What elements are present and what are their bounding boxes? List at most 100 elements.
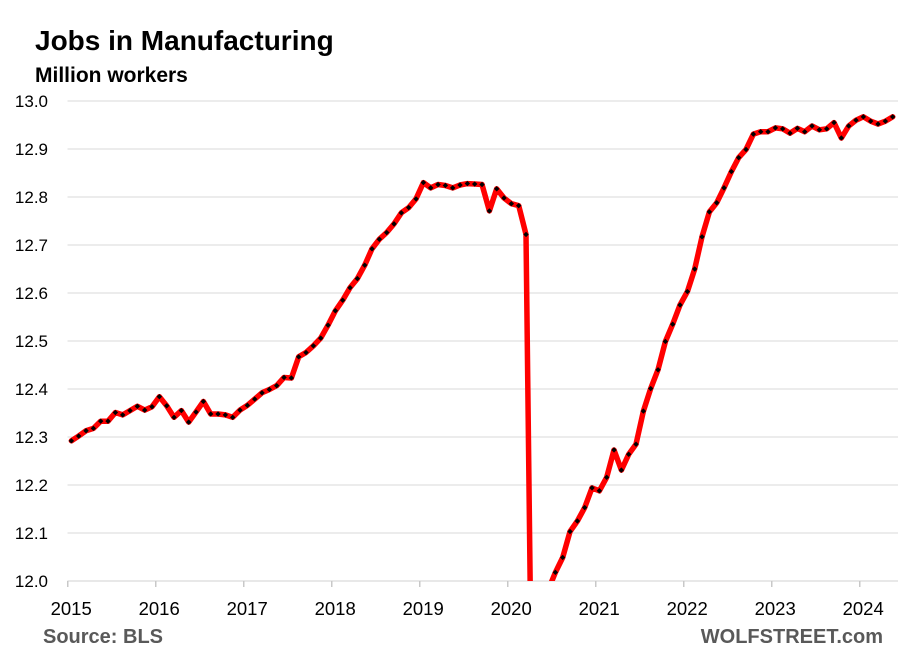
data-point-marker	[780, 126, 786, 132]
x-axis	[67, 581, 861, 587]
chart-subtitle: Million workers	[35, 64, 188, 87]
data-point-marker	[750, 131, 757, 137]
data-point-marker	[266, 386, 273, 393]
data-point-marker	[648, 385, 654, 392]
y-tick-label: 12.2	[15, 476, 48, 495]
data-point-marker	[391, 221, 397, 227]
x-tick-label: 2016	[139, 598, 180, 619]
data-point-marker	[662, 338, 669, 345]
data-point-marker	[516, 202, 522, 209]
data-point-marker	[501, 195, 507, 201]
data-point-marker	[68, 438, 75, 444]
data-point-marker	[435, 181, 441, 188]
data-point-marker	[582, 504, 588, 511]
data-point-marker	[296, 354, 302, 360]
y-tick-label: 12.4	[15, 380, 48, 399]
data-point-marker	[523, 231, 529, 238]
data-point-marker	[728, 168, 735, 175]
data-point-marker	[831, 119, 837, 126]
data-point-marker	[222, 412, 229, 418]
x-tick-label: 2017	[227, 598, 268, 619]
data-point-marker	[450, 185, 456, 191]
data-point-marker	[149, 404, 155, 410]
data-point-marker	[560, 554, 566, 561]
data-point-marker	[875, 121, 881, 127]
data-point-markers	[68, 114, 896, 593]
watermark-label: WOLFSTREET.com	[701, 626, 883, 648]
data-point-marker	[846, 123, 852, 129]
y-tick-label: 12.5	[15, 332, 48, 351]
data-point-marker	[758, 129, 764, 135]
x-tick-label: 2023	[755, 598, 796, 619]
data-point-marker	[164, 403, 170, 409]
data-point-marker	[743, 146, 749, 153]
chart-title: Jobs in Manufacturing	[35, 25, 334, 56]
data-point-marker	[626, 451, 632, 457]
x-tick-label: 2015	[51, 598, 92, 619]
data-point-marker	[692, 266, 698, 272]
data-point-marker	[318, 335, 324, 341]
data-point-marker	[611, 447, 617, 453]
data-point-marker	[142, 407, 148, 413]
data-point-marker	[259, 390, 265, 396]
data-point-marker	[596, 488, 603, 494]
x-tick-label: 2019	[403, 598, 444, 619]
data-point-marker	[384, 229, 390, 236]
data-point-marker	[428, 185, 434, 191]
data-point-marker	[112, 409, 119, 416]
data-point-marker	[772, 125, 779, 131]
data-point-marker	[706, 209, 713, 215]
data-point-marker	[171, 414, 177, 421]
data-point-marker	[567, 528, 573, 535]
data-point-marker	[868, 118, 874, 124]
data-point-marker	[736, 154, 742, 161]
data-point-marker	[479, 181, 485, 188]
data-point-marker	[604, 474, 610, 481]
data-point-marker	[640, 408, 647, 414]
data-point-marker	[332, 308, 339, 314]
data-point-marker	[721, 185, 727, 191]
data-point-marker	[120, 412, 126, 418]
data-point-marker	[325, 322, 331, 328]
data-point-marker	[794, 125, 801, 132]
data-point-marker	[354, 275, 361, 282]
y-gridlines	[67, 100, 898, 582]
y-tick-label: 13.0	[15, 92, 48, 111]
data-point-marker	[200, 398, 207, 405]
data-point-marker	[545, 588, 550, 593]
data-point-marker	[105, 418, 111, 424]
data-point-marker	[802, 129, 808, 135]
data-point-marker	[281, 374, 287, 381]
data-point-marker	[274, 382, 280, 389]
series-group	[68, 114, 896, 593]
data-point-marker	[406, 204, 412, 211]
data-point-marker	[208, 411, 214, 417]
y-axis-tick-labels: 12.0 12.1 12.2 12.3 12.4 12.5 12.6 12.7 12.8 12.9…	[15, 92, 48, 591]
data-point-marker	[552, 569, 559, 576]
y-tick-label: 12.7	[15, 236, 48, 255]
y-tick-label: 12.1	[15, 524, 48, 543]
data-point-marker	[472, 181, 478, 187]
data-point-marker	[340, 297, 346, 303]
data-point-marker	[237, 407, 243, 413]
data-point-marker	[860, 114, 867, 120]
data-point-marker	[347, 285, 353, 291]
data-point-marker	[494, 186, 500, 192]
data-point-marker	[83, 428, 89, 434]
data-point-marker	[186, 419, 192, 425]
data-point-marker	[486, 208, 493, 214]
data-point-marker	[127, 407, 133, 414]
data-point-marker	[230, 414, 236, 421]
data-point-marker	[362, 262, 368, 268]
data-point-marker	[156, 393, 163, 400]
x-tick-label: 2021	[579, 598, 620, 619]
data-point-marker	[589, 485, 595, 491]
x-tick-label: 2020	[491, 598, 532, 619]
data-point-marker	[464, 180, 471, 187]
data-point-marker	[670, 321, 676, 327]
data-point-marker	[76, 433, 82, 439]
y-tick-label: 12.6	[15, 284, 48, 303]
data-point-marker	[787, 130, 793, 136]
data-point-marker	[90, 425, 97, 432]
